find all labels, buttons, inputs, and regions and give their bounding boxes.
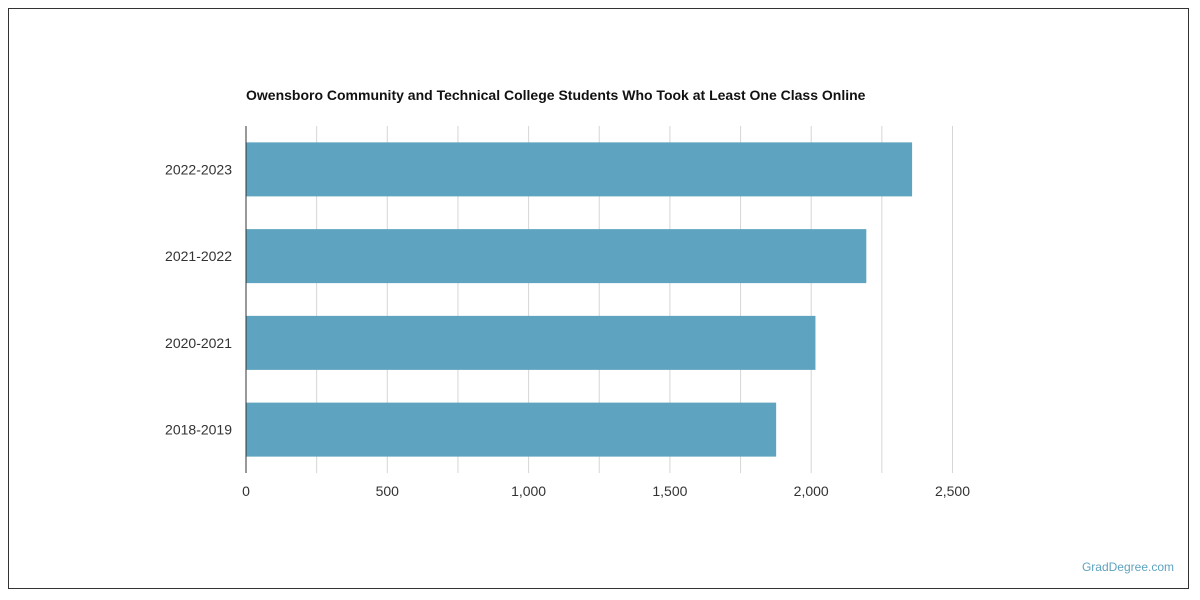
x-tick-label: 0 bbox=[242, 483, 250, 499]
chart-frame: Owensboro Community and Technical Colleg… bbox=[8, 8, 1189, 589]
bars bbox=[246, 142, 913, 457]
x-tick-label: 1,000 bbox=[511, 483, 546, 499]
x-tick-label: 500 bbox=[376, 483, 400, 499]
watermark: GradDegree.com bbox=[1081, 560, 1174, 574]
bar-2020-2021 bbox=[246, 315, 816, 370]
bar-2022-2023 bbox=[246, 142, 913, 197]
category-label: 2018-2019 bbox=[165, 422, 232, 438]
category-labels: 2022-2023 2021-2022 2020-2021 2018-2019 bbox=[165, 161, 232, 437]
x-tick-label: 2,500 bbox=[935, 483, 970, 499]
category-label: 2020-2021 bbox=[165, 335, 232, 351]
chart-title: Owensboro Community and Technical Colleg… bbox=[246, 87, 866, 103]
x-tick-label: 1,500 bbox=[652, 483, 687, 499]
bar-chart: Owensboro Community and Technical Colleg… bbox=[165, 87, 970, 499]
category-label: 2022-2023 bbox=[165, 161, 232, 177]
x-tick-label: 2,000 bbox=[794, 483, 829, 499]
bar-2018-2019 bbox=[246, 402, 777, 457]
x-tick-labels: 0 500 1,000 1,500 2,000 2,500 bbox=[242, 483, 970, 499]
bar-2021-2022 bbox=[246, 229, 867, 284]
category-label: 2021-2022 bbox=[165, 248, 232, 264]
